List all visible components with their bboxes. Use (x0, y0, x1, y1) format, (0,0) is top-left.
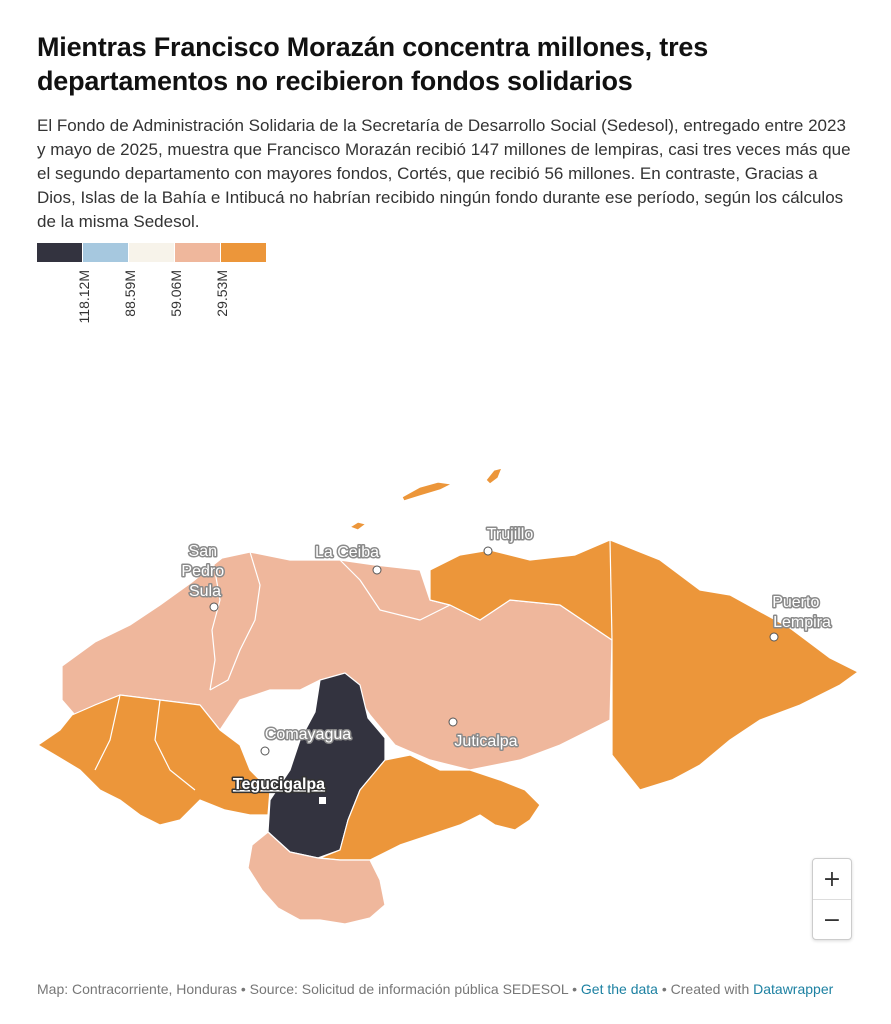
zoom-divider (813, 899, 851, 900)
region-islas-bahia-east[interactable] (485, 467, 503, 485)
city-label-comayagua: Comayagua (265, 726, 351, 743)
region-colon-gracias-a-dios[interactable] (429, 539, 859, 791)
legend-tick: 29.53M (214, 270, 230, 317)
chart-title: Mientras Francisco Morazán concentra mil… (37, 32, 709, 96)
color-legend: 118.12M 88.59M 59.06M 29.53M (37, 243, 267, 342)
city-label-tegucigalpa: Tegucigalpa (233, 776, 325, 793)
zoom-in-button[interactable]: + (813, 859, 851, 899)
get-data-link[interactable]: Get the data (580, 981, 658, 997)
legend-tick: 88.59M (122, 270, 138, 317)
footer-created: • Created with (657, 981, 754, 997)
city-label-la-ceiba: La Ceiba (315, 544, 379, 561)
region-south[interactable] (247, 831, 386, 925)
chart-description: El Fondo de Administración Solidaria de … (37, 116, 851, 231)
region-el-paraiso[interactable] (319, 754, 541, 861)
legend-swatch (221, 243, 266, 262)
zoom-out-button[interactable]: − (813, 900, 851, 940)
region-islas-bahia-west[interactable] (349, 521, 367, 531)
region-west-orange[interactable] (37, 694, 271, 826)
city-markers (209, 546, 779, 804)
footer: Map: Contracorriente, Honduras • Source:… (37, 980, 857, 998)
legend-tick: 59.06M (168, 270, 184, 317)
legend-swatch (83, 243, 128, 262)
datawrapper-link[interactable]: Datawrapper (753, 981, 834, 997)
legend-swatch (129, 243, 174, 262)
region-islas-bahia[interactable] (401, 481, 453, 502)
city-label-san-pedro-sula: San Pedro Sula (181, 543, 228, 600)
city-label-puerto-lempira: Puerto Lempira (772, 594, 831, 631)
legend-swatch (175, 243, 220, 262)
city-label-trujillo: Trujillo (487, 526, 534, 543)
zoom-controls: + − (812, 858, 852, 940)
footer-source: Map: Contracorriente, Honduras • Source:… (37, 981, 581, 997)
legend-swatch (37, 243, 82, 262)
honduras-map[interactable]: San Pedro Sula La Ceiba Trujillo Puerto … (0, 330, 891, 970)
city-label-juticalpa: Juticalpa (454, 733, 517, 750)
legend-tick: 118.12M (76, 270, 92, 324)
